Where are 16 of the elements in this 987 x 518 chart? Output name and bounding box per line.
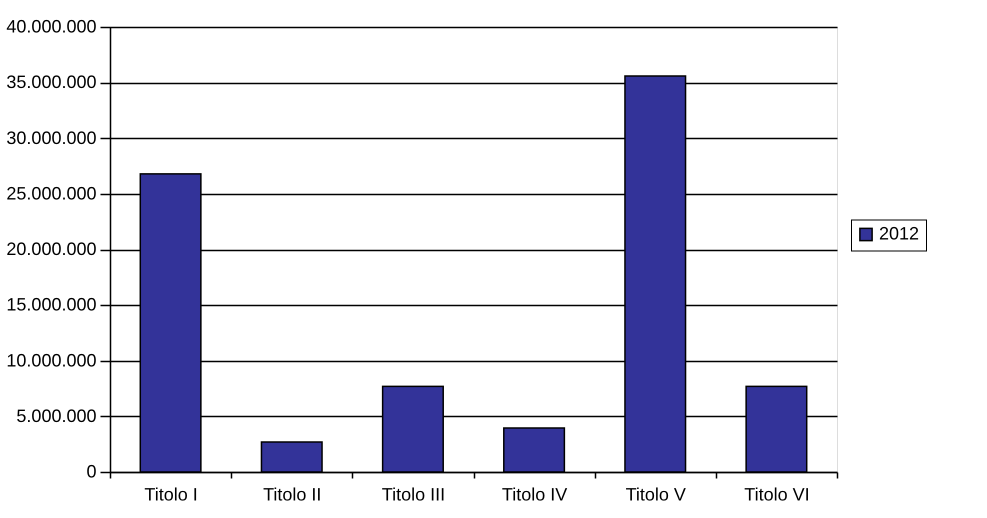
y-tick-label: 20.000.000: [6, 239, 96, 259]
x-tick-label: Titolo VI: [744, 484, 810, 504]
y-tick-label: 5.000.000: [16, 406, 96, 426]
legend-label: 2012: [879, 224, 920, 244]
y-tick-label: 30.000.000: [6, 128, 96, 148]
x-tick-label: Titolo III: [382, 484, 446, 504]
x-tick-label: Titolo V: [626, 484, 686, 504]
x-tick-label: Titolo I: [144, 484, 198, 504]
y-tick-label: 10.000.000: [6, 350, 96, 370]
y-tick-label: 15.000.000: [6, 294, 96, 315]
x-tick-label: Titolo IV: [502, 484, 568, 504]
y-tick-label: 35.000.000: [6, 72, 96, 92]
y-tick-label: 25.000.000: [6, 183, 96, 204]
y-tick-label: 0: [86, 462, 96, 482]
x-tick-label: Titolo II: [263, 484, 322, 504]
y-tick-label: 40.000.000: [6, 16, 96, 36]
